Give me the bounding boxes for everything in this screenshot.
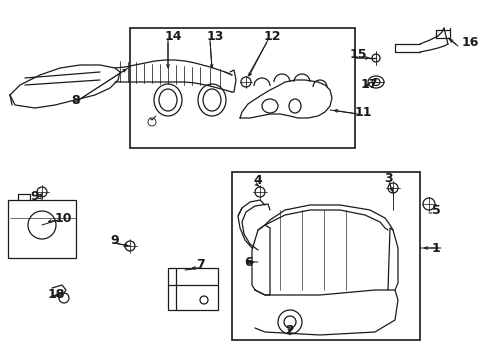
Bar (130, 28, 354, 148)
Text: 6: 6 (244, 256, 252, 269)
Text: 3: 3 (383, 171, 392, 184)
Text: 11: 11 (354, 105, 372, 118)
Text: 1: 1 (431, 242, 440, 255)
Text: 2: 2 (285, 324, 294, 337)
Text: 17: 17 (360, 77, 378, 90)
Text: 8: 8 (71, 94, 80, 107)
Text: 10: 10 (55, 211, 72, 225)
Text: 9: 9 (30, 189, 39, 202)
Text: 16: 16 (461, 36, 478, 49)
Text: 4: 4 (252, 174, 261, 186)
Bar (168, 268, 218, 310)
Text: 5: 5 (431, 203, 440, 216)
Text: 15: 15 (349, 48, 367, 60)
Text: 12: 12 (264, 30, 281, 42)
Text: 7: 7 (196, 257, 204, 270)
Bar (231, 172, 419, 340)
Text: 14: 14 (164, 30, 182, 42)
Text: 18: 18 (48, 288, 65, 301)
Text: 13: 13 (206, 30, 224, 42)
Bar (8, 200, 76, 258)
Text: 9: 9 (110, 234, 119, 247)
